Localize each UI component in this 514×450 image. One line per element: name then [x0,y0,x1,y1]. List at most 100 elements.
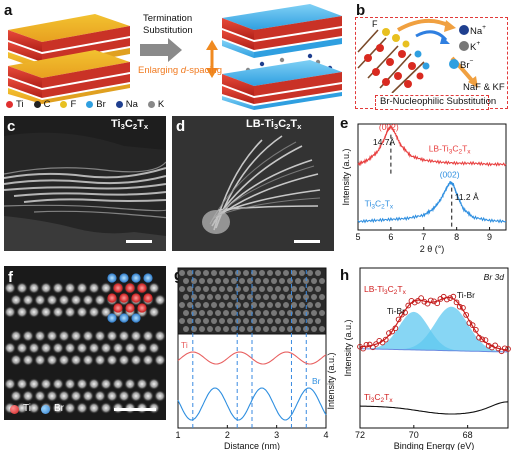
na-atom-icon [115,100,123,108]
lattice-spot [106,390,118,402]
ti-atom-model [113,283,123,293]
image-spot [299,286,305,292]
image-spot [195,302,201,308]
image-spot [183,326,189,332]
lattice-spot [52,306,64,318]
image-spot [179,286,185,292]
lattice-spot [40,306,52,318]
data-point [501,345,508,352]
image-spot [295,326,301,332]
panel-d-label: d [176,118,186,135]
image-spot [271,310,277,316]
image-spot [231,278,237,284]
image-spot [231,326,237,332]
panel-b-caption: Br-Nucleophilic Substitution [380,96,497,107]
x-axis-label: Binding Energy (eV) [394,441,475,450]
x-tick-label: 7 [421,232,426,242]
image-spot [319,278,325,284]
lattice-spot [16,378,28,390]
image-spot [303,294,309,300]
image-spot [235,270,241,276]
substitution-arrow [140,38,182,62]
x-axis-label: Distance (nm) [224,441,280,450]
image-spot [295,310,301,316]
lattice-spot [142,354,154,366]
ti-atom-icon [10,404,19,414]
panel-c-label: c [7,118,16,135]
image-spot [295,294,301,300]
series-label-br: Br [312,376,321,386]
image-spot [235,286,241,292]
br-atom-icon [86,100,94,108]
image-spot [287,294,293,300]
image-spot [231,294,237,300]
series-label-ti: Ti [181,340,188,350]
lattice-spot [100,378,112,390]
ti-atom-model [113,303,123,313]
image-spot [203,270,209,276]
panel-c-title: Ti3C2Tx [111,118,149,131]
lattice-spot [64,306,76,318]
lattice-spot [106,330,118,342]
image-spot [199,326,205,332]
br-atom-model [131,313,141,323]
data-point [363,341,370,348]
lattice-spot [52,342,64,354]
br-atom-model [143,273,153,283]
lattice-spot [76,282,88,294]
left-bottom-slab [8,50,130,104]
image-spot [187,286,193,292]
image-spot [239,326,245,332]
image-spot [235,302,241,308]
lattice-spot [142,330,154,342]
lattice-spot [112,378,124,390]
image-spot [179,302,185,308]
lattice-spot [70,354,82,366]
image-spot [183,310,189,316]
image-spot [287,278,293,284]
lattice-spot [76,378,88,390]
image-spot [267,286,273,292]
image-spot [191,294,197,300]
lattice-spot [136,342,148,354]
lattice-spot [58,330,70,342]
data-point [373,341,379,347]
f-atom-icon [60,100,68,108]
image-spot [255,278,261,284]
panel-g-profile-chart: Ti Br 1 2 3 4 Distance (nm) Intensity (a.u.) [175,267,336,450]
image-spot [179,318,185,324]
panel-a-illustration [8,4,342,110]
lattice-spot [46,354,58,366]
data-point [434,300,441,307]
lattice-spot [40,378,52,390]
image-spot [227,286,233,292]
lattice-spot [94,330,106,342]
ti-atom-model [137,283,147,293]
image-spot [319,310,325,316]
lattice-spot [58,390,70,402]
peak-label-ti-br-1: Ti-Br [387,306,405,316]
lattice-spot [16,402,28,414]
lattice-spot [22,294,34,306]
lattice-spot [52,378,64,390]
image-spot [231,310,237,316]
image-spot [183,278,189,284]
data-point [479,336,486,343]
image-spot [283,318,289,324]
image-spot [239,278,245,284]
panel-e-label: e [340,115,349,132]
x-axis-label: 2 θ (°) [420,244,445,254]
panel-d-sem-image [172,116,334,251]
lattice-spot [76,402,88,414]
ti-atom-model [125,303,135,313]
y-axis-label: Intensity (a.u.) [343,319,353,376]
lattice-spot [4,282,16,294]
data-point [379,339,386,346]
annotation-002-ti: (002) [440,170,460,180]
image-spot [195,286,201,292]
annotation-002-lb: (002) [379,122,399,132]
image-spot [271,294,277,300]
image-spot [267,302,273,308]
lattice-spot [148,378,160,390]
image-spot [191,326,197,332]
